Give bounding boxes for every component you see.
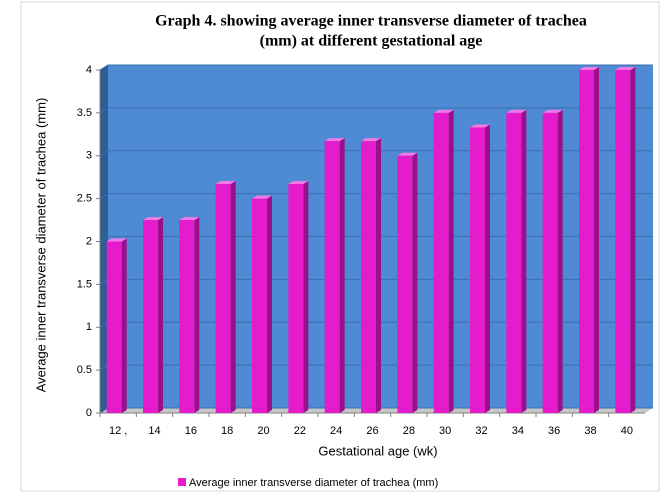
bar-top (143, 217, 163, 221)
bar-front (506, 112, 522, 413)
bar-top (615, 67, 636, 70)
x-tick-label: 40 (621, 425, 633, 437)
bar-side (376, 138, 381, 414)
bar-top (179, 217, 200, 221)
bar-top (542, 109, 563, 113)
bar (579, 67, 599, 413)
bar-top (579, 67, 599, 70)
bar-top (288, 181, 309, 185)
bar-side (339, 138, 345, 414)
y-axis-label: Average inner transverse diameter of tra… (33, 98, 48, 393)
grid-line (99, 64, 653, 71)
bar (397, 152, 418, 413)
bar-side (485, 124, 490, 413)
bar (470, 124, 490, 413)
bar-side (594, 67, 599, 413)
bar-top (324, 138, 345, 142)
bar-side (630, 67, 636, 413)
bar (179, 217, 200, 413)
y-tick-label: 1.5 (77, 278, 92, 290)
x-tick-label: 30 (439, 425, 451, 437)
x-tick-label: 16 (185, 425, 197, 437)
bar-front (215, 184, 231, 413)
x-tick-label: 32 (475, 425, 487, 437)
bar (615, 67, 636, 413)
bar-front (433, 112, 449, 413)
y-tick-label: 1 (86, 321, 92, 333)
y-tick-label: 4 (86, 64, 92, 76)
bar-top (361, 138, 381, 142)
grid-line (99, 107, 653, 114)
bar-front (579, 70, 594, 413)
bar-top (433, 109, 454, 113)
bar-side (521, 109, 527, 413)
bar-front (361, 141, 376, 414)
x-axis-label: Gestational age (wk) (318, 443, 437, 458)
chart-title: Graph 4. showing average inner transvers… (155, 13, 587, 30)
bar-front (324, 141, 340, 414)
bar (324, 138, 345, 414)
bar (252, 195, 272, 413)
bar-top (252, 195, 272, 199)
bar-front (143, 220, 158, 413)
x-tick-label: 12 , (109, 425, 127, 437)
bar-side (194, 217, 200, 413)
bar-front (252, 198, 267, 413)
bar-front (288, 184, 304, 413)
bar-front (397, 155, 413, 413)
y-tick-label: 3 (86, 150, 92, 162)
bar-side (121, 238, 127, 413)
x-tick-label: 38 (584, 425, 596, 437)
bar-front (106, 241, 122, 413)
bar (361, 138, 381, 414)
bar-top (506, 109, 527, 113)
y-tick-label: 2.5 (77, 193, 92, 205)
bar-front (615, 70, 631, 413)
bar-top (470, 124, 490, 128)
bar-top (215, 181, 236, 185)
bar-side (158, 217, 163, 413)
x-tick-label: 22 (294, 425, 306, 437)
bar-front (470, 127, 485, 413)
x-tick-label: 26 (366, 425, 378, 437)
bar-side (412, 152, 418, 413)
legend-label: Average inner transverse diameter of tra… (189, 477, 438, 489)
bar (143, 217, 163, 413)
bar-side (230, 181, 236, 413)
bar-top (106, 238, 127, 242)
bar-side (267, 195, 272, 413)
bar-top (397, 152, 418, 156)
bar-front (542, 112, 558, 413)
x-tick-label: 36 (548, 425, 560, 437)
y-tick-label: 3.5 (77, 107, 92, 119)
bar (215, 181, 236, 413)
y-tick-label: 0 (86, 407, 92, 419)
x-tick-label: 18 (221, 425, 233, 437)
bar-side (448, 109, 454, 413)
x-tick-label: 20 (257, 425, 269, 437)
bar (106, 238, 127, 413)
bar (433, 109, 454, 413)
bar-side (557, 109, 563, 413)
y-tick-label: 2 (86, 235, 92, 247)
bar (542, 109, 563, 413)
y-tick-label: 0.5 (77, 364, 92, 376)
x-tick-label: 34 (512, 425, 524, 437)
bar-front (179, 220, 195, 413)
x-tick-label: 28 (403, 425, 415, 437)
bar (506, 109, 527, 413)
chart-title: (mm) at different gestational age (260, 33, 483, 50)
x-tick-label: 24 (330, 425, 342, 437)
bar (288, 181, 309, 413)
bar-side (303, 181, 309, 413)
legend-swatch (178, 478, 186, 486)
x-tick-label: 14 (148, 425, 160, 437)
